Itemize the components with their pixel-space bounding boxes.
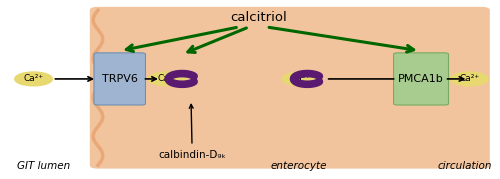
- Text: Ca²⁺: Ca²⁺: [24, 74, 44, 83]
- Ellipse shape: [450, 72, 488, 86]
- Text: calbindin-D₉ₖ: calbindin-D₉ₖ: [158, 150, 226, 160]
- Text: TRPV6: TRPV6: [102, 74, 138, 84]
- Ellipse shape: [15, 72, 52, 86]
- Text: Ca²⁺: Ca²⁺: [460, 74, 479, 83]
- Text: Ca²⁺: Ca²⁺: [291, 74, 311, 83]
- FancyBboxPatch shape: [394, 53, 448, 105]
- FancyBboxPatch shape: [94, 53, 146, 105]
- Ellipse shape: [148, 72, 186, 86]
- FancyBboxPatch shape: [90, 8, 489, 168]
- Text: GIT lumen: GIT lumen: [17, 161, 70, 171]
- Text: enterocyte: enterocyte: [270, 161, 326, 171]
- Ellipse shape: [282, 72, 320, 86]
- Text: circulation: circulation: [437, 161, 492, 171]
- Text: calcitriol: calcitriol: [230, 11, 287, 24]
- Text: PMCA1b: PMCA1b: [398, 74, 444, 84]
- Text: Ca²⁺: Ca²⁺: [157, 74, 178, 83]
